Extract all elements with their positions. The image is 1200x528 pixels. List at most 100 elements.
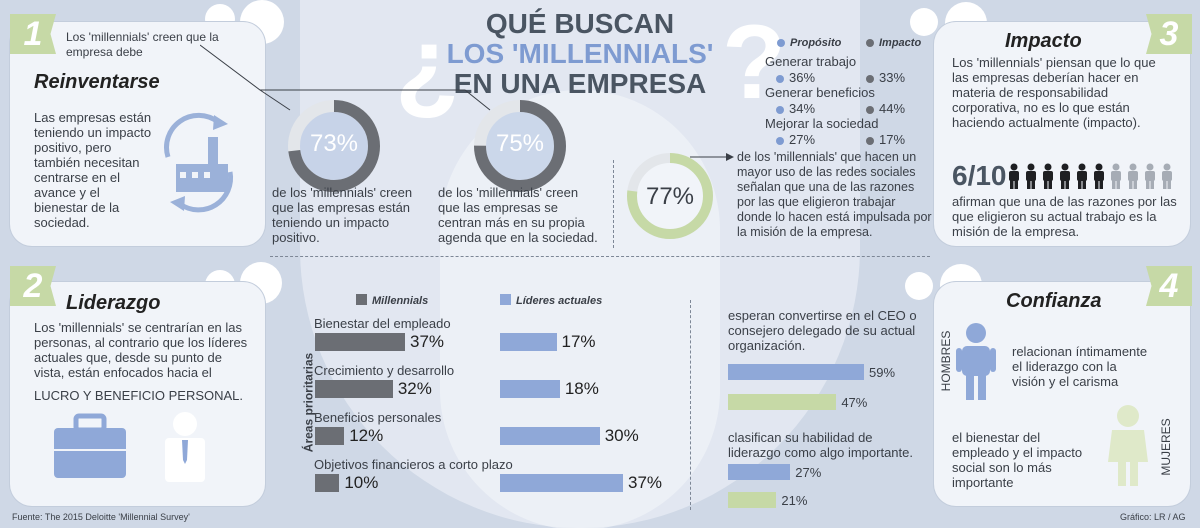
people-icons	[1008, 163, 1188, 191]
title-line2: LOS 'MILLENNIALS'	[446, 38, 714, 69]
stat1-text: de los 'millennials' creen que las empre…	[272, 185, 413, 245]
divider-vertical	[613, 160, 614, 248]
category-label: Bienestar del empleado	[314, 316, 451, 331]
bar-value-millennials: 32%	[397, 379, 432, 398]
bar-value-leaders: 37%	[628, 473, 663, 492]
section3-heading: Impacto	[1005, 30, 1082, 52]
center-stat-text: de los 'millennials' que hacen un mayor …	[737, 150, 932, 239]
section2-number: 2	[10, 266, 56, 306]
connector-arrows	[200, 44, 491, 111]
bar-leaders	[500, 427, 600, 445]
bar-value: 21%	[781, 493, 808, 508]
divider-vertical	[690, 300, 691, 510]
row3-b: 17%	[866, 132, 905, 147]
section1-card	[10, 22, 265, 246]
legend-millennials-label: Millennials	[372, 295, 429, 307]
section4-heading: Confianza	[1006, 290, 1102, 312]
donut-75	[474, 100, 566, 192]
question-mark-close: ?	[722, 4, 787, 121]
bar-value-leaders: 30%	[604, 426, 639, 445]
row3-label: Mejorar la sociedad	[765, 116, 879, 131]
source: Fuente: The 2015 Deloitte 'Millennial Su…	[12, 512, 190, 522]
leadership-text: clasifican su habilidad de liderazgo com…	[728, 430, 913, 460]
person-icon-filled	[1043, 163, 1053, 189]
legend-leaders-swatch	[500, 294, 511, 305]
bar-leaders	[500, 333, 557, 351]
row2-label: Generar beneficios	[765, 85, 875, 100]
donut-77	[627, 153, 713, 239]
question-mark-open: ¿	[395, 6, 460, 123]
women-text: el bienestar del empleado y el impacto s…	[952, 430, 1083, 490]
ceo-text: esperan convertirse en el CEO o consejer…	[728, 308, 917, 353]
section1-intro: Los 'millennials' creen que la empresa d…	[66, 30, 219, 59]
person-icon-empty	[1128, 163, 1138, 189]
bar-leaders	[500, 474, 623, 492]
women-label: MUJERES	[1159, 418, 1173, 476]
legend-purpose: Propósito	[777, 36, 841, 51]
businessman-icon	[165, 412, 205, 482]
category-label: Beneficios personales	[314, 410, 442, 425]
legend-impact: Impacto	[866, 36, 921, 51]
credit: Gráfico: LR / AG	[1120, 512, 1186, 522]
arrow-right-icon	[690, 153, 734, 161]
section3-ratio-text: afirman que una de las razones por las q…	[952, 194, 1177, 239]
person-icon-filled	[1060, 163, 1070, 189]
bar-value-millennials: 37%	[410, 332, 445, 351]
person-icon-filled	[1077, 163, 1087, 189]
center-stat-value: 77%	[645, 183, 695, 210]
person-icon-filled	[1094, 163, 1104, 189]
title-line3: EN UNA EMPRESA	[453, 68, 707, 99]
briefcase-icon	[54, 413, 126, 478]
bar-leaders	[500, 380, 560, 398]
deco-circle	[905, 272, 933, 300]
bar-millennials	[315, 333, 405, 351]
men-label: HOMBRES	[939, 330, 953, 392]
legend-leaders-label: Líderes actuales	[516, 295, 603, 307]
donut-73	[288, 100, 380, 192]
impact-dot	[866, 39, 874, 48]
bar-millennials	[315, 427, 345, 445]
bar-value-leaders: 18%	[564, 379, 599, 398]
bar-millennials	[315, 380, 393, 398]
person-icon-filled	[1009, 163, 1019, 189]
row1-a: 36%	[776, 70, 815, 85]
section3-ratio: 6/10	[952, 160, 1007, 191]
section4-card	[934, 282, 1190, 506]
section3-card	[934, 22, 1190, 246]
divider	[270, 256, 930, 257]
man-icon	[956, 323, 996, 400]
stat2-text: de los 'millennials' creen que las empre…	[438, 185, 598, 245]
woman-icon	[1108, 405, 1148, 486]
section3-body: Los 'millennials' piensan que lo que las…	[952, 55, 1156, 130]
bar-blue	[728, 364, 864, 380]
stat2-value: 75%	[495, 130, 545, 157]
row2-b: 44%	[866, 101, 905, 116]
purpose-dot	[777, 39, 785, 48]
person-icon-filled	[1026, 163, 1036, 189]
section1-heading: Reinventarse	[34, 71, 160, 93]
row2-a: 34%	[776, 101, 815, 116]
bar-value-millennials: 10%	[344, 473, 379, 492]
legend-millennials-swatch	[356, 294, 367, 305]
bar-value: 27%	[795, 465, 822, 480]
category-label: Crecimiento y desarrollo	[314, 363, 455, 378]
person-icon-empty	[1111, 163, 1121, 189]
row1-label: Generar trabajo	[765, 54, 857, 69]
bar-green	[728, 394, 837, 410]
person-icon-empty	[1162, 163, 1172, 189]
section3-number: 3	[1146, 14, 1192, 54]
section4-number: 4	[1146, 266, 1192, 306]
person-icon-empty	[1145, 163, 1155, 189]
bar-green	[728, 492, 777, 508]
bar-value: 59%	[869, 365, 896, 380]
factory-cycle-icon	[164, 112, 234, 213]
row1-b: 33%	[866, 70, 905, 85]
section1-number: 1	[10, 14, 56, 54]
men-text: relacionan íntimamente el liderazgo con …	[1012, 344, 1148, 389]
bar-value: 47%	[841, 395, 868, 410]
deco-circle	[910, 8, 938, 36]
section2-card	[10, 282, 265, 506]
bar-value-leaders: 17%	[561, 332, 596, 351]
section2-body: Los 'millennials' se centrarían en las p…	[34, 320, 248, 380]
section2-emphasis: LUCRO Y BENEFICIO PERSONAL.	[34, 388, 244, 403]
